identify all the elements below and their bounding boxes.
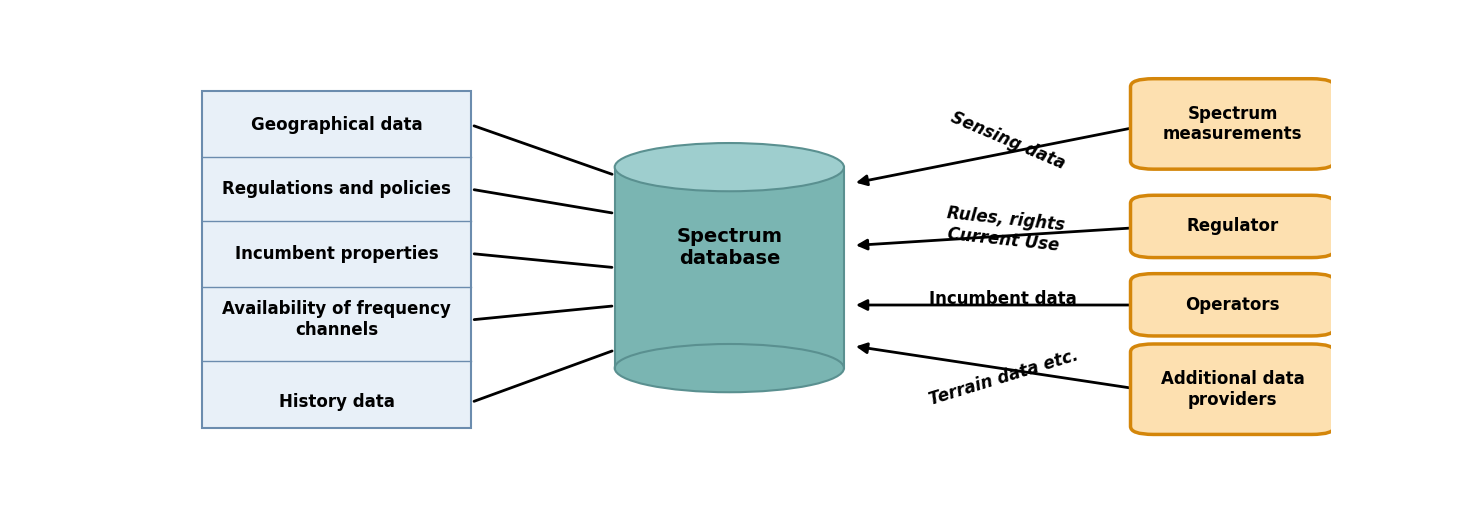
FancyBboxPatch shape — [1130, 344, 1334, 434]
Text: History data: History data — [280, 393, 395, 411]
Text: Additional data
providers: Additional data providers — [1161, 370, 1304, 409]
FancyBboxPatch shape — [1130, 79, 1334, 169]
Text: Operators: Operators — [1185, 296, 1279, 314]
Text: Terrain data etc.: Terrain data etc. — [926, 347, 1080, 409]
FancyBboxPatch shape — [1130, 274, 1334, 336]
FancyBboxPatch shape — [1130, 195, 1334, 257]
Ellipse shape — [615, 344, 845, 392]
Text: Regulator: Regulator — [1186, 218, 1279, 235]
Text: Sensing data: Sensing data — [948, 109, 1068, 173]
Text: Incumbent properties: Incumbent properties — [235, 245, 439, 263]
FancyBboxPatch shape — [615, 167, 845, 368]
Ellipse shape — [615, 143, 845, 191]
Text: Regulations and policies: Regulations and policies — [222, 180, 451, 198]
Text: Spectrum
measurements: Spectrum measurements — [1162, 104, 1303, 144]
Text: Rules, rights
Current Use: Rules, rights Current Use — [944, 204, 1065, 255]
Text: Spectrum
database: Spectrum database — [676, 227, 782, 268]
Text: Availability of frequency
channels: Availability of frequency channels — [222, 301, 451, 339]
Text: Incumbent data: Incumbent data — [929, 290, 1077, 308]
Text: Geographical data: Geographical data — [251, 116, 423, 134]
FancyBboxPatch shape — [203, 91, 472, 429]
